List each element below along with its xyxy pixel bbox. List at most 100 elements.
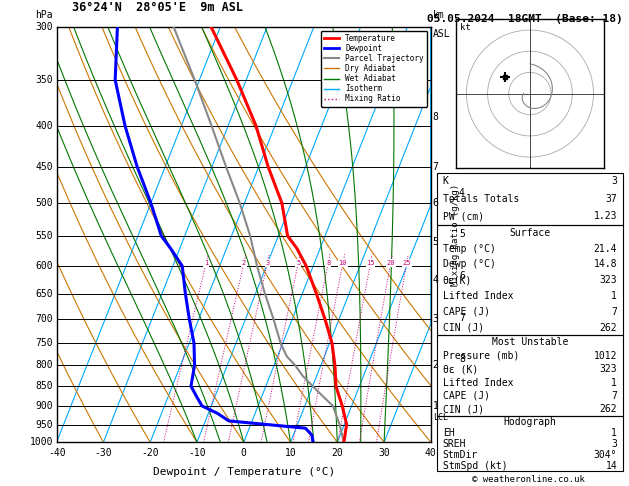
Text: 14: 14 (605, 461, 617, 471)
Text: 10: 10 (338, 260, 347, 266)
Text: 8: 8 (326, 260, 330, 266)
Text: hPa: hPa (35, 11, 53, 20)
Text: Most Unstable: Most Unstable (492, 337, 568, 347)
Text: 450: 450 (35, 162, 53, 172)
Text: © weatheronline.co.uk: © weatheronline.co.uk (472, 474, 585, 484)
Bar (437, 173, 623, 225)
Text: Hodograph: Hodograph (503, 417, 557, 427)
Text: CAPE (J): CAPE (J) (443, 307, 490, 317)
Text: 20: 20 (331, 449, 343, 458)
Text: Totals Totals: Totals Totals (443, 194, 519, 204)
Text: CIN (J): CIN (J) (443, 404, 484, 415)
Text: 1: 1 (611, 291, 617, 301)
Text: 800: 800 (35, 360, 53, 370)
Text: 14.8: 14.8 (594, 260, 617, 269)
Text: 5: 5 (433, 237, 438, 247)
Text: 30: 30 (378, 449, 390, 458)
Text: 3: 3 (459, 146, 465, 156)
Text: 21.4: 21.4 (594, 243, 617, 254)
Text: kt: kt (460, 23, 470, 32)
Text: StmDir: StmDir (443, 450, 478, 460)
Text: 3: 3 (433, 314, 438, 324)
Text: K: K (443, 176, 448, 186)
Text: 37: 37 (605, 194, 617, 204)
Legend: Temperature, Dewpoint, Parcel Trajectory, Dry Adiabat, Wet Adiabat, Isotherm, Mi: Temperature, Dewpoint, Parcel Trajectory… (321, 31, 427, 106)
Text: 40: 40 (425, 449, 437, 458)
Text: -30: -30 (94, 449, 112, 458)
Text: 8: 8 (459, 354, 465, 364)
Text: 7: 7 (433, 162, 438, 172)
Text: CAPE (J): CAPE (J) (443, 391, 490, 401)
Text: 25: 25 (403, 260, 411, 266)
Text: Dewp (°C): Dewp (°C) (443, 260, 496, 269)
Text: 2: 2 (242, 260, 246, 266)
Text: StmSpd (kt): StmSpd (kt) (443, 461, 508, 471)
Text: -40: -40 (48, 449, 65, 458)
Text: Lifted Index: Lifted Index (443, 291, 513, 301)
Text: SREH: SREH (443, 439, 466, 449)
Text: 7: 7 (459, 312, 465, 323)
Text: θε (K): θε (K) (443, 364, 478, 374)
Text: 6: 6 (433, 198, 438, 208)
Text: 1: 1 (459, 55, 465, 65)
Text: 400: 400 (35, 121, 53, 131)
Text: 5: 5 (459, 229, 465, 240)
Text: 323: 323 (599, 364, 617, 374)
Bar (437, 416, 623, 471)
Text: 36°24'N  28°05'E  9m ASL: 36°24'N 28°05'E 9m ASL (72, 1, 243, 14)
Text: 3: 3 (611, 176, 617, 186)
Text: 500: 500 (35, 198, 53, 208)
Bar (437, 225, 623, 335)
Text: 323: 323 (599, 275, 617, 285)
Text: -10: -10 (188, 449, 206, 458)
Text: 1: 1 (204, 260, 208, 266)
Text: 3: 3 (265, 260, 269, 266)
Text: Lifted Index: Lifted Index (443, 378, 513, 387)
Text: 900: 900 (35, 401, 53, 411)
Text: θε(K): θε(K) (443, 275, 472, 285)
Text: 6: 6 (459, 271, 465, 281)
Text: EH: EH (443, 428, 455, 438)
Text: 300: 300 (35, 22, 53, 32)
Text: 7: 7 (611, 307, 617, 317)
Text: Dewpoint / Temperature (°C): Dewpoint / Temperature (°C) (153, 467, 335, 477)
Text: ASL: ASL (433, 29, 450, 39)
Text: 700: 700 (35, 314, 53, 324)
Text: 262: 262 (599, 404, 617, 415)
Text: 1.23: 1.23 (594, 211, 617, 221)
Text: 0: 0 (241, 449, 247, 458)
Text: 15: 15 (366, 260, 375, 266)
Text: 5: 5 (296, 260, 301, 266)
Text: CIN (J): CIN (J) (443, 323, 484, 332)
Text: 4: 4 (459, 188, 465, 198)
Text: 4: 4 (433, 275, 438, 285)
Text: 1: 1 (611, 428, 617, 438)
Text: 2: 2 (433, 360, 438, 370)
Text: -20: -20 (142, 449, 159, 458)
Text: 600: 600 (35, 261, 53, 271)
Text: 304°: 304° (594, 450, 617, 460)
Text: 262: 262 (599, 323, 617, 332)
Text: 8: 8 (433, 112, 438, 122)
Text: 1: 1 (611, 378, 617, 387)
Text: 20: 20 (386, 260, 395, 266)
Text: 2: 2 (459, 105, 465, 115)
Text: 850: 850 (35, 381, 53, 391)
Text: km: km (433, 11, 445, 20)
Text: 950: 950 (35, 419, 53, 430)
Text: Mixing Ratio (g/kg): Mixing Ratio (g/kg) (452, 183, 460, 286)
Text: 550: 550 (35, 231, 53, 241)
Text: Temp (°C): Temp (°C) (443, 243, 496, 254)
Text: 1012: 1012 (594, 350, 617, 361)
Text: 750: 750 (35, 338, 53, 348)
Text: 10: 10 (285, 449, 296, 458)
Text: Surface: Surface (509, 228, 550, 238)
Text: Pressure (mb): Pressure (mb) (443, 350, 519, 361)
Bar (437, 335, 623, 416)
Text: PW (cm): PW (cm) (443, 211, 484, 221)
Text: 350: 350 (35, 75, 53, 85)
Text: LCL: LCL (433, 413, 448, 422)
Text: 1000: 1000 (30, 437, 53, 447)
Text: 7: 7 (611, 391, 617, 401)
Text: 650: 650 (35, 289, 53, 298)
